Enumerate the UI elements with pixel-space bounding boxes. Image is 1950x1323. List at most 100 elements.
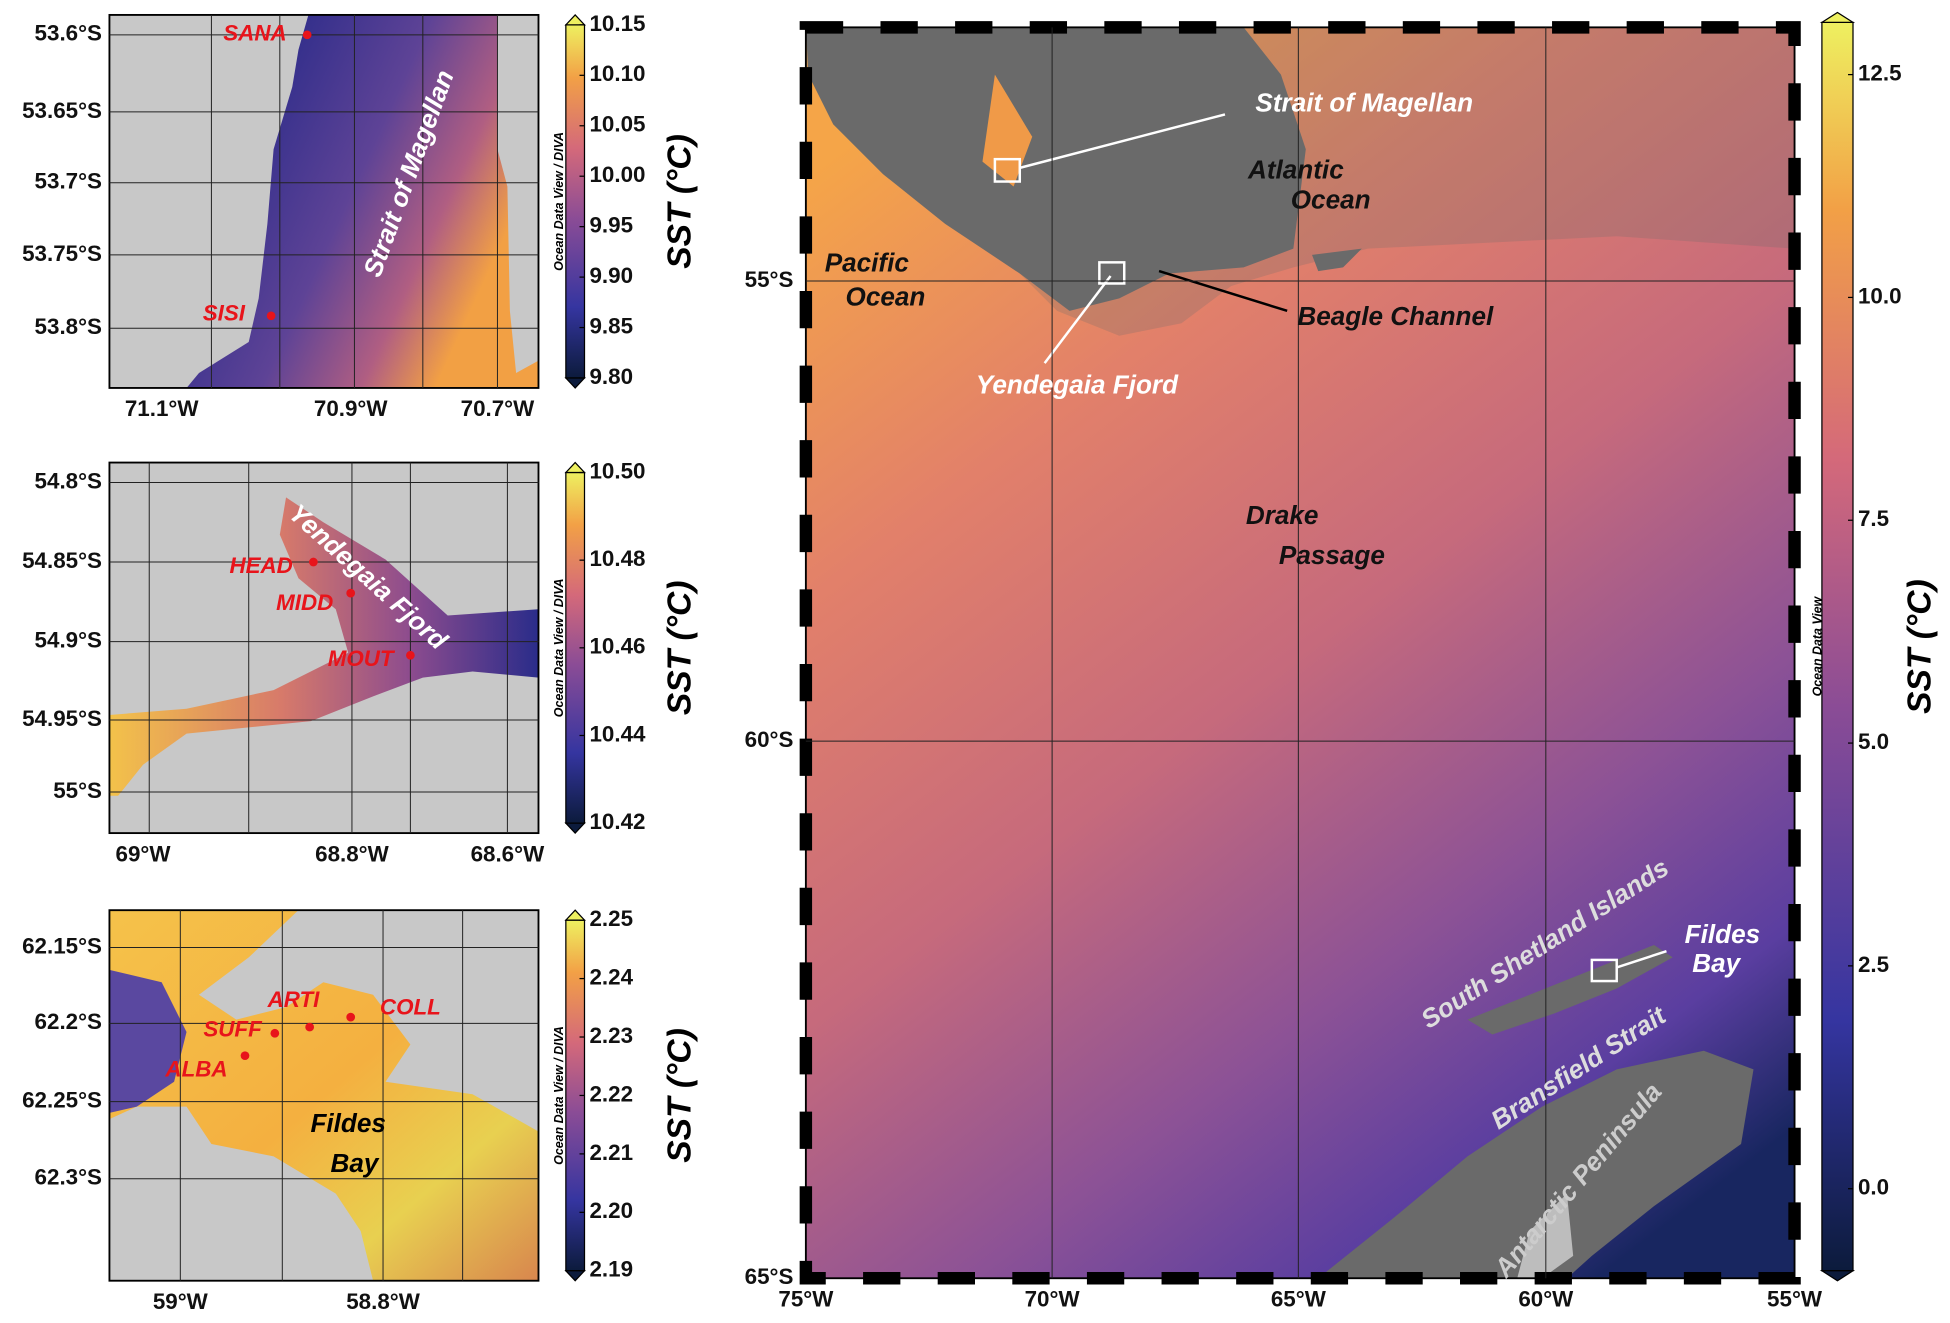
station-label: SISI — [203, 300, 246, 325]
station-marker — [309, 557, 318, 567]
colorbar-tick-label: 10.10 — [589, 61, 645, 86]
map-label: Bay — [330, 1148, 379, 1178]
colorbar-cap — [564, 909, 586, 921]
colorbar-tick-label: 9.90 — [589, 263, 633, 288]
y-tick-label: 65°S — [745, 1264, 794, 1289]
map-label: Bay — [1692, 948, 1741, 978]
map-label: Atlantic — [1247, 154, 1344, 184]
station-marker — [240, 1051, 250, 1061]
y-tick-label: 53.8°S — [35, 314, 103, 339]
y-tick-label: 62.25°S — [22, 1088, 102, 1113]
y-tick-label: 54.95°S — [22, 706, 102, 731]
station-marker — [266, 311, 276, 321]
colorbar-tick-label: 2.21 — [589, 1140, 633, 1165]
y-tick-label: 62.15°S — [22, 933, 102, 958]
colorbar-label: SST (°C) — [661, 1028, 698, 1163]
colorbar-cap — [564, 14, 586, 26]
y-tick-label: 54.85°S — [22, 548, 102, 573]
colorbar-tick-label: 10.0 — [1858, 283, 1902, 308]
station-label: ARTI — [267, 987, 321, 1012]
x-tick-label: 65°W — [1271, 1287, 1327, 1312]
colorbar-tick-label: 10.15 — [589, 11, 645, 36]
colorbar-tick-label: 2.5 — [1858, 952, 1889, 977]
y-tick-label: 54.8°S — [35, 468, 103, 493]
colorbar-label: SST (°C) — [661, 134, 698, 269]
colorbar-tick-label: 12.5 — [1858, 61, 1902, 86]
colorbar-label: SST (°C) — [661, 581, 698, 716]
map-label: Fildes — [1685, 919, 1760, 949]
colorbar-tick-label: 10.48 — [589, 546, 645, 571]
colorbar-tick-label: 9.95 — [589, 213, 633, 238]
colorbar-tick-label: 9.85 — [589, 313, 633, 338]
x-tick-label: 70°W — [1025, 1287, 1081, 1312]
x-tick-label: 55°W — [1767, 1287, 1823, 1312]
colorbar-tick-label: 10.46 — [589, 634, 645, 659]
map-label: Drake — [1246, 500, 1319, 530]
colorbar-tick-label: 9.80 — [589, 364, 633, 389]
colorbar-cap — [564, 822, 586, 835]
colorbar-tick-label: 2.20 — [589, 1198, 633, 1223]
station-marker — [305, 1022, 315, 1032]
y-tick-label: 62.3°S — [35, 1165, 103, 1190]
colorbar-tick-label: 2.24 — [589, 964, 633, 989]
colorbar-tick-label: 10.50 — [589, 458, 645, 483]
station-label: SUFF — [203, 1017, 263, 1042]
y-tick-label: 53.6°S — [35, 21, 103, 46]
station-label: COLL — [380, 994, 441, 1019]
panel-1-map — [108, 13, 540, 389]
colorbar-tick-label: 7.5 — [1858, 506, 1889, 531]
map-label: Yendegaia Fjord — [976, 370, 1179, 400]
panel-2-map — [108, 461, 540, 835]
credit: Ocean Data View / DIVA — [552, 132, 566, 271]
map-label: Ocean — [1291, 184, 1371, 214]
map-label: Ocean — [846, 281, 926, 311]
credit: Ocean Data View — [1810, 595, 1824, 696]
x-tick-label: 58.8°W — [346, 1289, 421, 1314]
station-label: MOUT — [328, 646, 396, 671]
station-label: HEAD — [229, 553, 292, 578]
map-label: Strait of Magellan — [1255, 87, 1473, 117]
colorbar-tick-label: 10.00 — [589, 162, 645, 187]
panel-3-map — [108, 909, 540, 1282]
colorbar-cap — [1819, 11, 1856, 24]
x-tick-label: 69°W — [116, 841, 172, 866]
colorbar-label: SST (°C) — [1901, 579, 1938, 714]
main-map — [799, 21, 1801, 1285]
station-label: SANA — [223, 21, 286, 46]
credit: Ocean Data View / DIVA — [552, 1026, 566, 1165]
colorbar-cap — [564, 377, 586, 389]
colorbar-cap — [1819, 1270, 1856, 1282]
colorbar-tick-label: 2.19 — [589, 1257, 633, 1282]
colorbar-tick-label: 2.25 — [589, 906, 633, 931]
colorbar-cap — [564, 461, 586, 474]
map-label: Passage — [1279, 540, 1385, 570]
y-tick-label: 62.2°S — [35, 1009, 103, 1034]
y-tick-label: 54.9°S — [35, 628, 103, 653]
colorbar-tick-label: 0.0 — [1858, 1175, 1889, 1200]
y-tick-label: 60°S — [745, 727, 794, 752]
station-label: ALBA — [164, 1056, 227, 1081]
x-tick-label: 68.6°W — [471, 841, 546, 866]
station-marker — [346, 588, 356, 598]
colorbar-tick-label: 10.42 — [589, 809, 645, 834]
x-tick-label: 68.8°W — [315, 841, 390, 866]
colorbar-cap — [564, 1270, 586, 1282]
y-tick-label: 55°S — [53, 778, 102, 803]
y-tick-label: 53.7°S — [35, 169, 103, 194]
station-label: MIDD — [276, 590, 333, 615]
x-tick-label: 60°W — [1518, 1287, 1574, 1312]
colorbar-tick-label: 10.05 — [589, 112, 645, 137]
station-marker — [406, 650, 415, 660]
colorbar-tick-label: 5.0 — [1858, 729, 1889, 754]
y-tick-label: 53.65°S — [22, 98, 102, 123]
colorbar-tick-label: 2.22 — [589, 1081, 633, 1106]
x-tick-label: 70.9°W — [314, 396, 389, 421]
y-tick-label: 55°S — [745, 267, 794, 292]
x-tick-label: 59°W — [153, 1289, 209, 1314]
map-label: Fildes — [310, 1108, 385, 1138]
station-marker — [270, 1028, 280, 1038]
x-tick-label: 71.1°W — [125, 396, 200, 421]
x-tick-label: 70.7°W — [461, 396, 536, 421]
